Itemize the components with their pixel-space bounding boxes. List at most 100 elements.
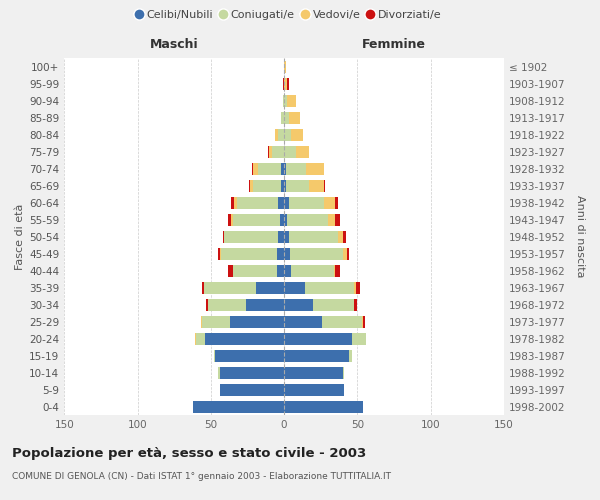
Bar bbox=[289, 196, 323, 209]
Bar bbox=[277, 248, 284, 260]
Bar bbox=[193, 400, 284, 413]
Bar bbox=[284, 214, 287, 226]
Bar bbox=[256, 282, 284, 294]
Bar bbox=[203, 282, 256, 294]
Bar bbox=[202, 316, 230, 328]
Bar bbox=[284, 162, 286, 175]
Bar bbox=[284, 230, 289, 243]
Bar bbox=[292, 264, 334, 277]
Bar bbox=[232, 196, 234, 209]
Bar bbox=[284, 146, 296, 158]
Bar bbox=[281, 112, 284, 124]
Bar bbox=[313, 298, 355, 311]
Bar bbox=[343, 230, 346, 243]
Bar bbox=[355, 298, 358, 311]
Bar bbox=[220, 384, 284, 396]
Bar bbox=[309, 180, 323, 192]
Bar bbox=[280, 214, 284, 226]
Bar bbox=[269, 146, 272, 158]
Bar bbox=[323, 196, 335, 209]
Bar bbox=[287, 214, 328, 226]
Bar bbox=[284, 316, 322, 328]
Bar bbox=[284, 366, 343, 379]
Bar bbox=[268, 146, 269, 158]
Bar bbox=[328, 214, 335, 226]
Bar bbox=[195, 332, 196, 345]
Bar bbox=[281, 162, 284, 175]
Bar bbox=[232, 214, 233, 226]
Text: Maschi: Maschi bbox=[150, 38, 199, 51]
Bar bbox=[284, 112, 289, 124]
Bar bbox=[196, 332, 205, 345]
Bar bbox=[223, 230, 224, 243]
Bar bbox=[218, 248, 220, 260]
Bar bbox=[233, 264, 277, 277]
Bar bbox=[284, 350, 349, 362]
Bar bbox=[335, 264, 340, 277]
Bar bbox=[284, 264, 292, 277]
Bar bbox=[287, 94, 296, 107]
Bar bbox=[284, 78, 287, 90]
Bar bbox=[284, 180, 286, 192]
Bar bbox=[278, 196, 284, 209]
Bar bbox=[286, 180, 309, 192]
Bar bbox=[343, 248, 347, 260]
Bar bbox=[335, 196, 338, 209]
Bar bbox=[286, 162, 306, 175]
Bar bbox=[215, 350, 284, 362]
Bar bbox=[284, 196, 289, 209]
Legend: Celibi/Nubili, Coniugati/e, Vedovi/e, Divorziati/e: Celibi/Nubili, Coniugati/e, Vedovi/e, Di… bbox=[130, 6, 446, 25]
Bar bbox=[252, 162, 253, 175]
Bar bbox=[284, 400, 363, 413]
Bar bbox=[305, 282, 355, 294]
Bar bbox=[306, 162, 323, 175]
Bar bbox=[218, 366, 220, 379]
Bar bbox=[356, 282, 361, 294]
Bar bbox=[355, 282, 356, 294]
Bar bbox=[214, 350, 215, 362]
Bar bbox=[277, 264, 284, 277]
Bar bbox=[278, 128, 284, 141]
Bar bbox=[343, 366, 344, 379]
Bar bbox=[258, 162, 281, 175]
Bar bbox=[237, 196, 278, 209]
Bar bbox=[284, 128, 292, 141]
Bar bbox=[289, 112, 300, 124]
Y-axis label: Fasce di età: Fasce di età bbox=[15, 204, 25, 270]
Bar bbox=[206, 298, 208, 311]
Text: COMUNE DI GENOLA (CN) - Dati ISTAT 1° gennaio 2003 - Elaborazione TUTTITALIA.IT: COMUNE DI GENOLA (CN) - Dati ISTAT 1° ge… bbox=[12, 472, 391, 481]
Bar bbox=[284, 248, 290, 260]
Bar bbox=[338, 230, 343, 243]
Bar bbox=[290, 248, 343, 260]
Bar bbox=[323, 180, 325, 192]
Bar bbox=[284, 94, 287, 107]
Bar bbox=[363, 316, 365, 328]
Bar bbox=[322, 316, 362, 328]
Bar bbox=[362, 316, 363, 328]
Bar bbox=[249, 180, 250, 192]
Y-axis label: Anni di nascita: Anni di nascita bbox=[575, 196, 585, 278]
Text: Popolazione per età, sesso e stato civile - 2003: Popolazione per età, sesso e stato civil… bbox=[12, 448, 366, 460]
Bar bbox=[220, 248, 221, 260]
Bar bbox=[296, 146, 309, 158]
Bar bbox=[284, 60, 286, 73]
Bar bbox=[202, 282, 203, 294]
Bar bbox=[229, 264, 233, 277]
Bar bbox=[205, 332, 284, 345]
Bar bbox=[253, 180, 281, 192]
Bar bbox=[278, 230, 284, 243]
Bar bbox=[281, 180, 284, 192]
Bar bbox=[234, 196, 237, 209]
Bar bbox=[287, 78, 289, 90]
Bar bbox=[284, 384, 344, 396]
Bar bbox=[335, 214, 340, 226]
Bar bbox=[284, 282, 305, 294]
Bar bbox=[272, 146, 284, 158]
Bar bbox=[347, 248, 349, 260]
Bar bbox=[220, 366, 284, 379]
Bar bbox=[275, 128, 278, 141]
Bar bbox=[284, 332, 352, 345]
Bar bbox=[221, 248, 277, 260]
Bar bbox=[224, 230, 278, 243]
Bar bbox=[208, 298, 246, 311]
